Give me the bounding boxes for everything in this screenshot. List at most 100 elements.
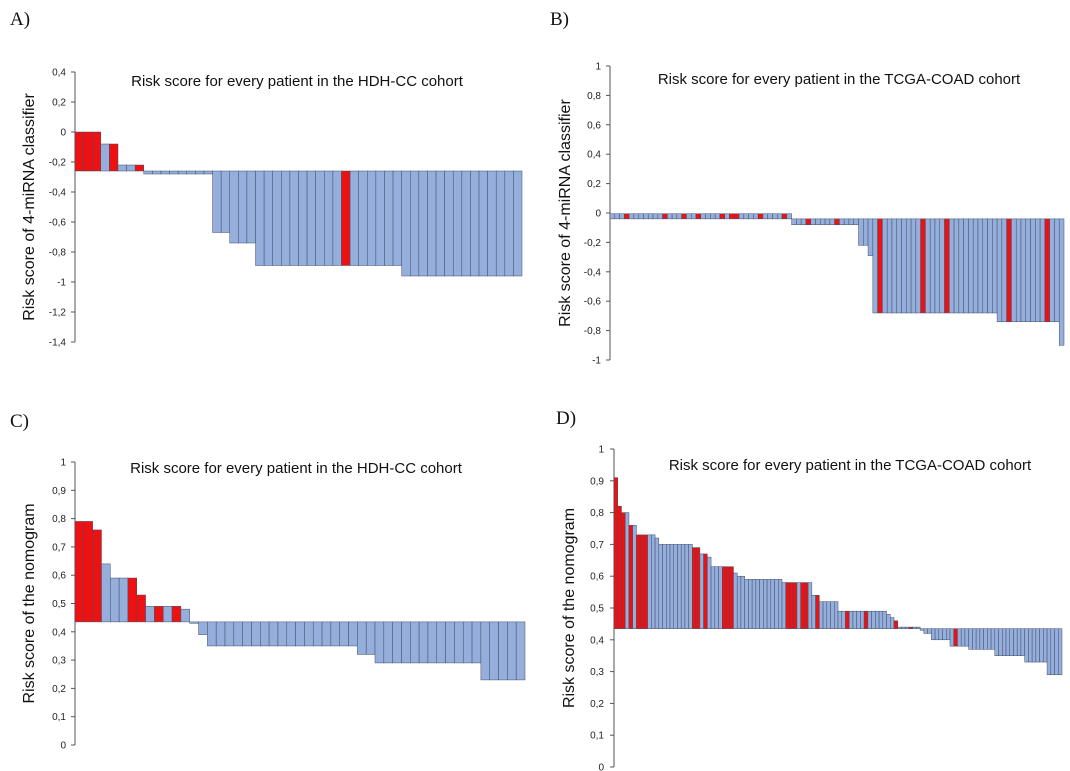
risk-bar xyxy=(1020,218,1027,323)
risk-bar xyxy=(789,582,794,629)
risk-bar xyxy=(392,170,402,266)
chart-title: Risk score for every patient in the TCGA… xyxy=(658,71,1021,88)
risk-bar xyxy=(925,218,931,314)
risk-bar xyxy=(643,213,649,220)
risk-bar xyxy=(304,621,314,647)
chart-3: 1 0,9 0,8 0,7 0,6 0,5 0,4 0,3 0,2 0,1 0 Risk score … xyxy=(561,445,1063,771)
risk-bar xyxy=(1011,218,1017,323)
risk-bar xyxy=(349,170,359,266)
risk-bar xyxy=(705,213,711,220)
risk-bar xyxy=(357,621,367,655)
risk-bar xyxy=(647,534,652,629)
y-tick-label: 0,4 xyxy=(587,150,601,161)
risk-bar xyxy=(374,621,385,664)
risk-bar xyxy=(652,213,659,220)
risk-bar xyxy=(957,628,962,647)
risk-bar xyxy=(927,628,932,634)
risk-bar xyxy=(785,582,790,629)
y-tick-label: 0,1 xyxy=(52,712,66,723)
y-tick-label: 0 xyxy=(60,128,66,139)
risk-bar xyxy=(673,544,678,629)
risk-bar xyxy=(890,617,895,629)
risk-bar xyxy=(277,621,288,647)
risk-bar xyxy=(830,601,835,629)
risk-bar xyxy=(748,213,754,220)
risk-bar xyxy=(719,213,725,220)
risk-bar xyxy=(136,594,146,623)
risk-bar xyxy=(427,621,438,664)
risk-bar xyxy=(401,170,411,277)
risk-bar xyxy=(958,218,964,314)
y-tick-label: -0,6 xyxy=(49,218,67,229)
risk-bar xyxy=(867,610,872,629)
risk-bar xyxy=(171,606,182,623)
y-tick-label: 0,4 xyxy=(52,627,66,638)
risk-bar xyxy=(877,218,883,314)
risk-bar xyxy=(662,544,667,629)
risk-bar xyxy=(207,621,217,647)
risk-bar xyxy=(897,626,902,629)
risk-bar xyxy=(804,582,809,629)
risk-bar xyxy=(987,218,993,314)
risk-bar xyxy=(692,547,697,629)
risk-bar xyxy=(489,621,499,681)
risk-bar xyxy=(298,170,308,266)
risk-bar xyxy=(800,218,807,226)
risk-bar xyxy=(938,628,943,641)
y-tick-label: -0,8 xyxy=(49,248,67,259)
risk-bar xyxy=(710,213,716,220)
risk-bar xyxy=(436,621,446,664)
risk-bar xyxy=(994,628,999,656)
y-tick-label: 0,7 xyxy=(52,542,66,553)
y-tick-label: 0,5 xyxy=(590,604,604,615)
risk-bar xyxy=(990,628,996,650)
risk-bar xyxy=(1020,628,1025,656)
risk-bar xyxy=(160,170,170,175)
risk-bar xyxy=(815,218,821,226)
risk-bar xyxy=(186,170,196,175)
risk-bar xyxy=(461,170,471,277)
chart-title: Risk score for every patient in the TCGA… xyxy=(669,457,1032,474)
risk-bar xyxy=(834,601,839,629)
risk-bar xyxy=(677,544,682,629)
risk-bar xyxy=(710,566,716,629)
risk-bar xyxy=(638,213,644,220)
risk-bar xyxy=(134,164,145,172)
risk-bar xyxy=(263,170,273,266)
risk-bar xyxy=(858,218,864,246)
risk-bar xyxy=(162,606,173,623)
risk-bar xyxy=(1050,628,1055,676)
risk-bar xyxy=(781,582,786,629)
risk-bar xyxy=(975,628,981,650)
risk-bar xyxy=(807,582,813,629)
risk-bar xyxy=(699,553,704,629)
risk-bar xyxy=(143,170,153,175)
risk-bar xyxy=(632,525,637,629)
risk-bar xyxy=(700,213,706,220)
risk-bar xyxy=(882,218,888,314)
risk-bar xyxy=(671,213,678,220)
risk-bar xyxy=(863,218,869,246)
risk-bar xyxy=(418,621,429,664)
risk-bar xyxy=(860,610,865,629)
risk-bar xyxy=(977,218,984,314)
risk-bar xyxy=(101,563,111,623)
risk-bar xyxy=(906,218,912,314)
risk-bar xyxy=(281,170,291,266)
risk-bar xyxy=(621,512,626,629)
risk-bar xyxy=(1005,628,1010,656)
risk-bar xyxy=(695,547,701,629)
y-axis-label: Risk score of 4-miRNA classifier xyxy=(21,93,38,321)
risk-bar xyxy=(949,218,955,314)
risk-bar xyxy=(931,628,936,641)
risk-bar xyxy=(233,621,243,647)
risk-bar xyxy=(920,218,926,314)
risk-bar xyxy=(383,621,393,664)
risk-bar xyxy=(852,610,857,629)
risk-bar xyxy=(471,621,482,664)
risk-bar xyxy=(703,553,708,629)
risk-bar xyxy=(1024,628,1029,663)
risk-bar xyxy=(744,579,749,629)
risk-bar xyxy=(953,218,960,314)
risk-bar xyxy=(667,213,673,220)
